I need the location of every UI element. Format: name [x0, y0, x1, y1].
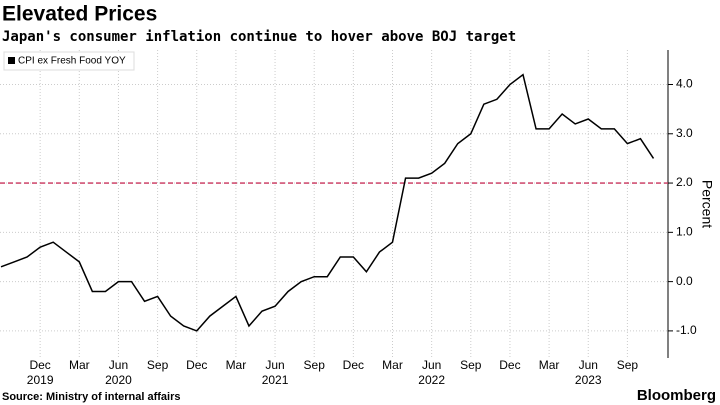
x-year-label: 2021 — [262, 373, 289, 387]
y-tick-label: 4.0 — [676, 77, 693, 91]
x-year-label: 2020 — [105, 373, 132, 387]
legend-swatch — [8, 57, 15, 64]
x-tick-label: Sep — [617, 358, 639, 372]
y-tick-label: 2.0 — [676, 175, 693, 189]
x-year-label: 2019 — [27, 373, 54, 387]
y-tick-label: 1.0 — [676, 225, 693, 239]
x-tick-label: Dec — [343, 358, 364, 372]
series-line — [0, 73, 655, 332]
x-tick-label: Sep — [460, 358, 482, 372]
source: Source: Ministry of internal affairs — [2, 391, 180, 403]
x-year-label: 2022 — [418, 373, 445, 387]
y-tick-label: 3.0 — [676, 126, 693, 140]
x-tick-label: Sep — [304, 358, 326, 372]
x-tick-label: Jun — [109, 358, 128, 372]
legend-box — [3, 51, 135, 71]
x-tick-label: Sep — [147, 358, 169, 372]
x-tick-label: Jun — [422, 358, 441, 372]
x-tick-label: Dec — [29, 358, 50, 372]
x-tick-label: Mar — [226, 358, 247, 372]
brand: Bloomberg — [637, 387, 716, 404]
x-tick-label: Jun — [265, 358, 284, 372]
chart-subtitle: Japan's consumer inflation continue to h… — [2, 29, 516, 45]
y-tick-label: 0.0 — [676, 274, 693, 288]
x-tick-label: Mar — [539, 358, 560, 372]
x-tick-label: Jun — [579, 358, 598, 372]
y-tick-label: -1.0 — [676, 323, 697, 337]
legend-label: CPI ex Fresh Food YOY — [18, 56, 126, 67]
x-tick-label: Dec — [186, 358, 207, 372]
x-tick-label: Mar — [69, 358, 90, 372]
y-axis-label: Percent — [699, 180, 715, 228]
x-tick-label: Dec — [499, 358, 520, 372]
x-year-label: 2023 — [575, 373, 602, 387]
chart-title: Elevated Prices — [2, 3, 157, 26]
x-tick-label: Mar — [382, 358, 403, 372]
